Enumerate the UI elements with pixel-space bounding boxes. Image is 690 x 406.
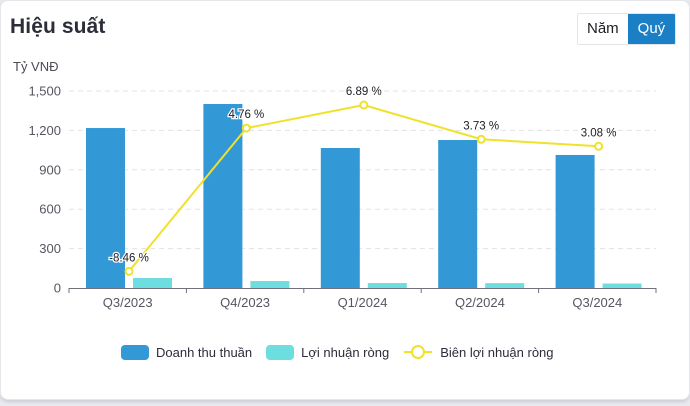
x-category-label: Q3/2023 — [103, 295, 153, 310]
margin-point-marker — [124, 266, 134, 276]
legend-label-profit: Lợi nhuận ròng — [301, 344, 390, 360]
legend-label-margin: Biên lợi nhuận ròng — [440, 344, 554, 360]
margin-point-marker — [359, 100, 369, 110]
revenue-bar — [555, 154, 595, 288]
x-category-label: Q4/2023 — [220, 295, 270, 310]
x-category-label: Q3/2024 — [572, 295, 622, 310]
margin-point-label: 3.73 % — [463, 120, 499, 132]
y-tick-label: 1,500 — [28, 84, 61, 99]
revenue-swatch-icon — [121, 344, 149, 360]
profit-bar — [367, 283, 407, 288]
x-category-label: Q2/2024 — [455, 295, 505, 310]
performance-chart: 0 300 600 900 1,200 1,500 Q3/2023 Q4/2023 Q1/202… — [28, 84, 657, 310]
margin-point-label: 6.89 % — [346, 86, 382, 98]
profit-swatch-icon — [266, 344, 295, 360]
legend-item-profit[interactable]: Lợi nhuận ròng — [266, 344, 390, 360]
toggle-year-button[interactable]: Năm — [578, 14, 628, 44]
period-toggle: Năm Quý — [577, 13, 677, 45]
margin-point-label: -8.46 % — [109, 252, 149, 264]
margin-point-marker — [594, 141, 604, 151]
margin-point-marker — [241, 123, 251, 133]
revenue-bar — [203, 104, 243, 288]
y-tick-label: 600 — [39, 202, 61, 217]
line-circle-marker-icon — [404, 345, 433, 359]
profit-bar — [250, 281, 290, 288]
y-tick-label: 0 — [54, 281, 61, 296]
x-category-label: Q1/2024 — [338, 295, 388, 310]
profit-bar — [602, 283, 642, 288]
legend-item-margin[interactable]: Biên lợi nhuận ròng — [403, 344, 554, 360]
legend-label-revenue: Doanh thu thuần — [156, 344, 253, 360]
profit-bar — [133, 278, 172, 288]
revenue-bar — [438, 139, 478, 288]
y-tick-label: 900 — [39, 162, 61, 177]
toggle-quarter-button[interactable]: Quý — [627, 14, 676, 44]
profit-bar — [485, 283, 525, 288]
legend-item-revenue[interactable]: Doanh thu thuần — [121, 344, 253, 360]
margin-point-label: 4.76 % — [228, 109, 264, 121]
revenue-bar — [320, 147, 360, 288]
margin-point-label: 3.08 % — [581, 127, 617, 139]
y-axis-unit-label: Tỷ VNĐ — [13, 59, 59, 74]
margin-point-marker — [476, 134, 486, 144]
y-tick-label: 300 — [39, 241, 61, 256]
card-title: Hiệu suất — [10, 15, 106, 38]
revenue-bar — [86, 128, 125, 288]
chart-legend: Doanh thu thuần Lợi nhuận ròng Biên lợi … — [121, 344, 554, 360]
y-tick-label: 1,200 — [28, 123, 61, 138]
